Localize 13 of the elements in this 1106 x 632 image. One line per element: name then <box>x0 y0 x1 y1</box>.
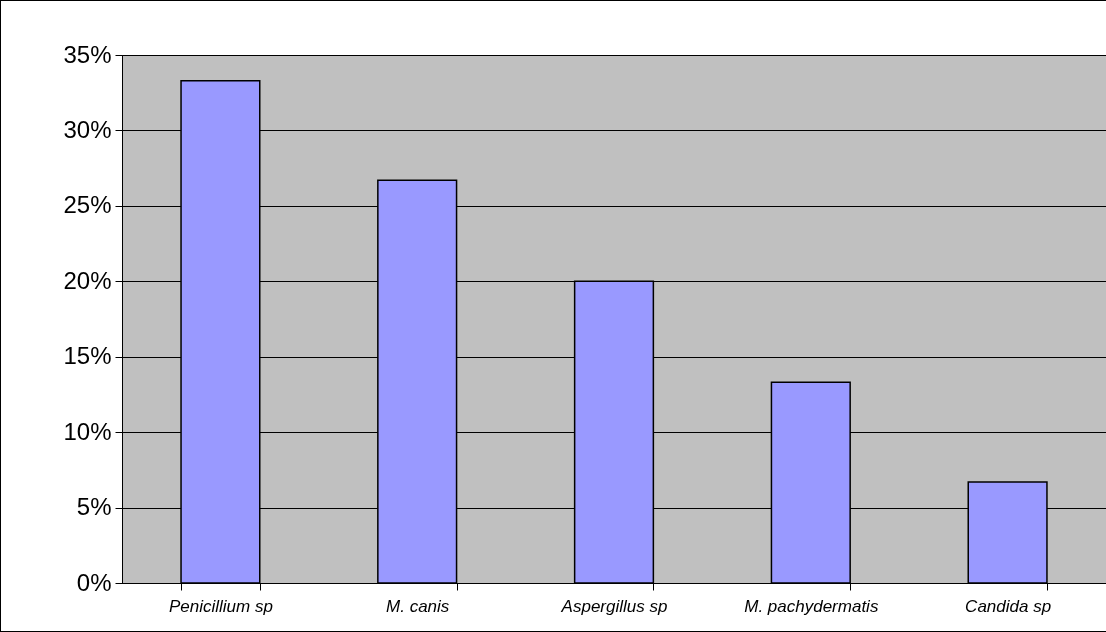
x-tick-label: Penicillium sp <box>168 596 273 616</box>
y-tick-label: 30% <box>63 115 112 143</box>
x-tick-label: M. pachydermatis <box>744 596 879 616</box>
y-tick-label: 0% <box>76 568 112 596</box>
y-tick-label: 10% <box>63 417 112 445</box>
y-tick-label: 15% <box>63 342 112 370</box>
x-tick-label: M. canis <box>386 596 450 616</box>
y-tick-label: 20% <box>63 266 112 294</box>
y-tick-label: 5% <box>76 493 112 521</box>
x-tick-label: Aspergillus sp <box>560 596 668 616</box>
y-tick-label: 25% <box>63 191 112 219</box>
x-tick-label: Candida sp <box>965 596 1052 616</box>
y-tick-label: 35% <box>63 40 112 68</box>
